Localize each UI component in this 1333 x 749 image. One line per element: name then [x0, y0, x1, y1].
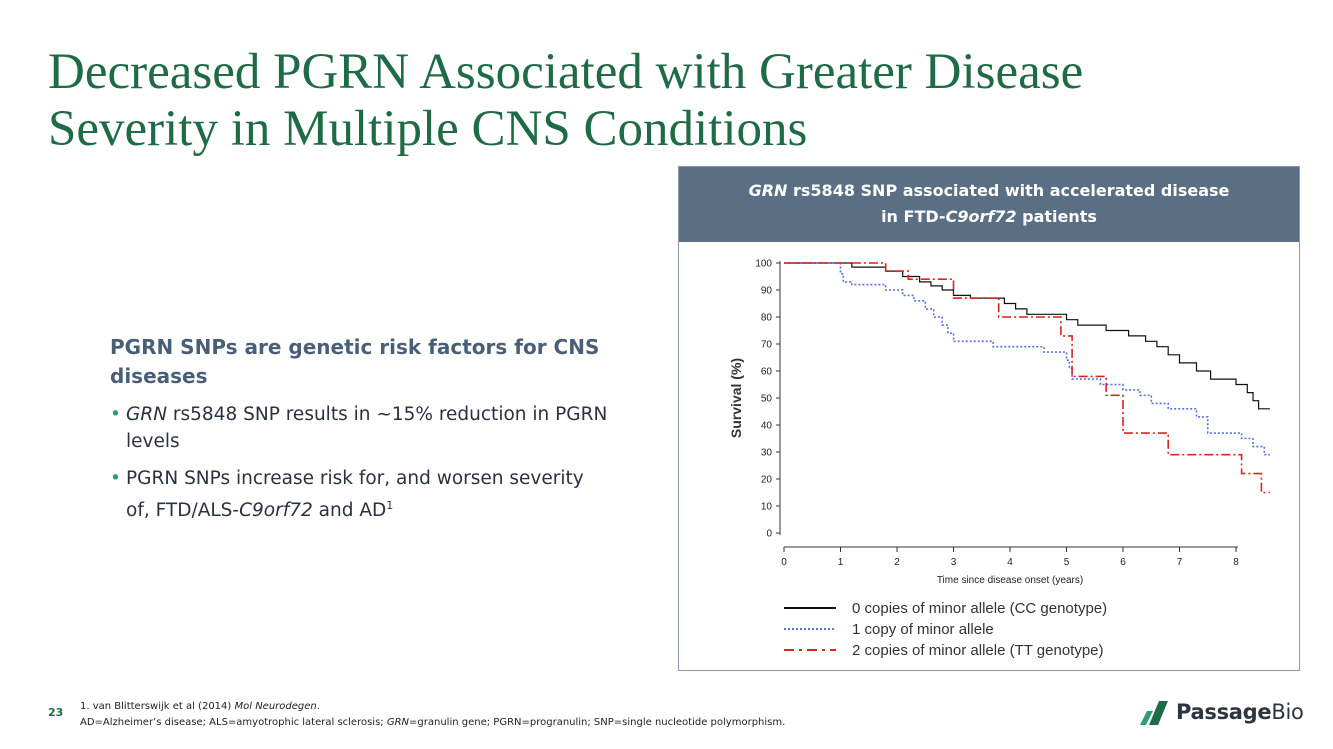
footer-abbreviations: AD=Alzheimer’s disease; ALS=amyotrophic … — [80, 715, 785, 731]
bullet-1-italic: GRN — [126, 404, 168, 425]
logo-text-light: Bio — [1271, 700, 1304, 724]
bullet-1-text: rs5848 SNP results in ~15% reduction in … — [126, 404, 608, 452]
x-tick-label: 3 — [951, 557, 957, 568]
y-tick-label: 100 — [755, 259, 772, 270]
footer-ref-journal: Mol Neurodegen — [234, 701, 317, 712]
panel-header-line-1: GRN rs5848 SNP associated with accelerat… — [679, 178, 1299, 204]
legend-label-3: 2 copies of minor allele (TT genotype) — [852, 642, 1104, 659]
y-axis-label: Survival (%) — [728, 358, 744, 438]
logo-text: PassageBio — [1176, 700, 1304, 724]
x-tick-label: 6 — [1120, 557, 1126, 568]
slide-title: Decreased PGRN Associated with Greater D… — [48, 44, 1084, 157]
page-number: 23 — [48, 706, 64, 719]
footer-ref-end: . — [316, 701, 320, 712]
logo-text-bold: Passage — [1176, 700, 1272, 724]
bullet-dot: • — [110, 404, 121, 425]
y-tick-label: 50 — [761, 394, 773, 405]
footer-abbr-text: AD=Alzheimer’s disease; ALS=amyotrophic … — [80, 717, 387, 728]
left-heading: PGRN SNPs are genetic risk factors for C… — [110, 335, 600, 388]
y-tick-label: 80 — [761, 313, 773, 324]
x-tick-label: 1 — [838, 557, 844, 568]
passage-bio-logo-icon — [1140, 701, 1168, 725]
x-tick-label: 5 — [1064, 557, 1070, 568]
left-text-block: PGRN SNPs are genetic risk factors for C… — [110, 333, 610, 524]
panel-header-text-2b: patients — [1016, 207, 1097, 226]
chart-panel-header: GRN rs5848 SNP associated with accelerat… — [679, 167, 1299, 242]
footer-reference: 1. van Blitterswijk et al (2014) Mol Neu… — [80, 699, 785, 715]
bullet-1: • GRN rs5848 SNP results in ~15% reducti… — [110, 401, 610, 455]
bullet-2-text: PGRN SNPs increase risk for, and worsen … — [126, 468, 584, 522]
panel-header-italic-2: C9orf72 — [945, 207, 1017, 226]
y-tick-label: 60 — [761, 367, 773, 378]
footer-ref-text: 1. van Blitterswijk et al (2014) — [80, 701, 235, 712]
y-tick-label: 90 — [761, 286, 773, 297]
x-tick-label: 4 — [1007, 557, 1013, 568]
panel-header-italic-1: GRN — [748, 181, 788, 200]
y-tick-label: 10 — [761, 502, 773, 513]
footer-abbr-italic: GRN — [386, 717, 410, 728]
y-tick-label: 40 — [761, 421, 773, 432]
legend-label-2: 1 copy of minor allele — [852, 621, 994, 638]
bullet-2-text-post: and AD — [312, 500, 387, 522]
panel-header-line-2: in FTD-C9orf72 patients — [679, 204, 1299, 230]
y-tick-label: 0 — [766, 529, 772, 540]
x-tick-label: 7 — [1177, 557, 1183, 568]
footer-abbr-end: =granulin gene; PGRN=progranulin; SNP=si… — [409, 717, 786, 728]
survival-chart: 0 10 20 30 40 50 60 70 80 90 100 0 1 2 3 4 5 6 7 8 Time sinc… — [728, 259, 1270, 659]
series-line-3 — [784, 262, 1270, 494]
x-axis-label: Time since disease onset (years) — [937, 575, 1083, 586]
x-tick-label: 8 — [1233, 557, 1239, 568]
x-tick-label: 2 — [894, 557, 900, 568]
bullet-2-superscript: 1 — [386, 499, 394, 512]
y-tick-label: 20 — [761, 475, 773, 486]
panel-header-text-2a: in FTD- — [881, 207, 946, 226]
y-tick-label: 30 — [761, 448, 773, 459]
bullet-2-italic: C9orf72 — [239, 500, 313, 522]
series-line-2 — [784, 262, 1270, 456]
chart-panel: GRN rs5848 SNP associated with accelerat… — [678, 166, 1300, 671]
x-tick-label: 0 — [781, 557, 787, 568]
legend-label-1: 0 copies of minor allele (CC genotype) — [852, 600, 1107, 617]
bullet-2: • PGRN SNPs increase risk for, and worse… — [110, 465, 610, 524]
passage-bio-logo: PassageBio — [1140, 697, 1304, 727]
y-tick-label: 70 — [761, 340, 773, 351]
footer-notes: 1. van Blitterswijk et al (2014) Mol Neu… — [80, 699, 785, 731]
bullet-dot: • — [110, 468, 121, 489]
series-line-1 — [784, 262, 1270, 410]
panel-header-text-1: rs5848 SNP associated with accelerated d… — [787, 181, 1230, 200]
